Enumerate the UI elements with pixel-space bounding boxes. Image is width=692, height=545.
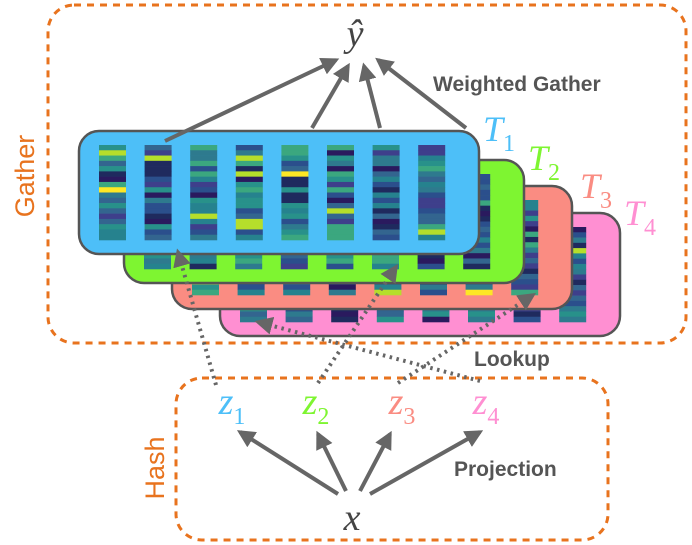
gather-arrow: [310, 62, 350, 130]
projection-arrow: [358, 430, 392, 492]
table-column: [144, 145, 172, 241]
gather-arrow: [164, 58, 340, 143]
lookup-arrow: [396, 293, 537, 385]
gather-arrow: [375, 57, 468, 130]
hash-node-z1: z1: [218, 381, 246, 430]
lookup-label: Lookup: [474, 348, 550, 371]
lookup-arrows: [173, 248, 537, 386]
table-label-t2: T2: [528, 138, 560, 186]
table-column: [99, 145, 126, 241]
table-label-t3: T3: [580, 166, 612, 214]
table-label-t4: T4: [624, 193, 656, 241]
table-column: [327, 145, 354, 241]
projection-arrow: [236, 430, 340, 496]
gather-label: Gather: [10, 135, 40, 218]
hash-nodes: z1 z2 z3 z4: [218, 381, 500, 430]
gather-arrow: [358, 62, 382, 129]
hash-label: Hash: [140, 436, 170, 499]
lookup-arrow: [173, 248, 218, 386]
input-x: x: [343, 497, 361, 539]
hash-node-z2: z2: [302, 381, 330, 430]
gather-region: [46, 3, 688, 345]
hash-region: [174, 376, 610, 542]
table-column: [281, 145, 309, 241]
table-column: [190, 145, 218, 241]
hash-node-z4: z4: [472, 381, 500, 430]
projection-arrows: [236, 430, 484, 496]
weighted-gather-arrows: [164, 57, 468, 143]
lookup-arrow: [316, 264, 399, 385]
table-column: [418, 145, 446, 241]
table-t1: T1: [77, 109, 515, 256]
lookup-arrow: [254, 317, 481, 383]
weighted-gather-label: Weighted Gather: [433, 73, 601, 96]
table-column: [372, 145, 400, 241]
projection-arrow: [316, 430, 348, 492]
table-label-t1: T1: [483, 109, 515, 157]
output-y-hat: ŷ: [343, 13, 364, 55]
hash-node-z3: z3: [388, 381, 416, 430]
projection-label: Projection: [454, 458, 557, 481]
projection-arrow: [369, 430, 484, 496]
table-column: [235, 145, 263, 241]
